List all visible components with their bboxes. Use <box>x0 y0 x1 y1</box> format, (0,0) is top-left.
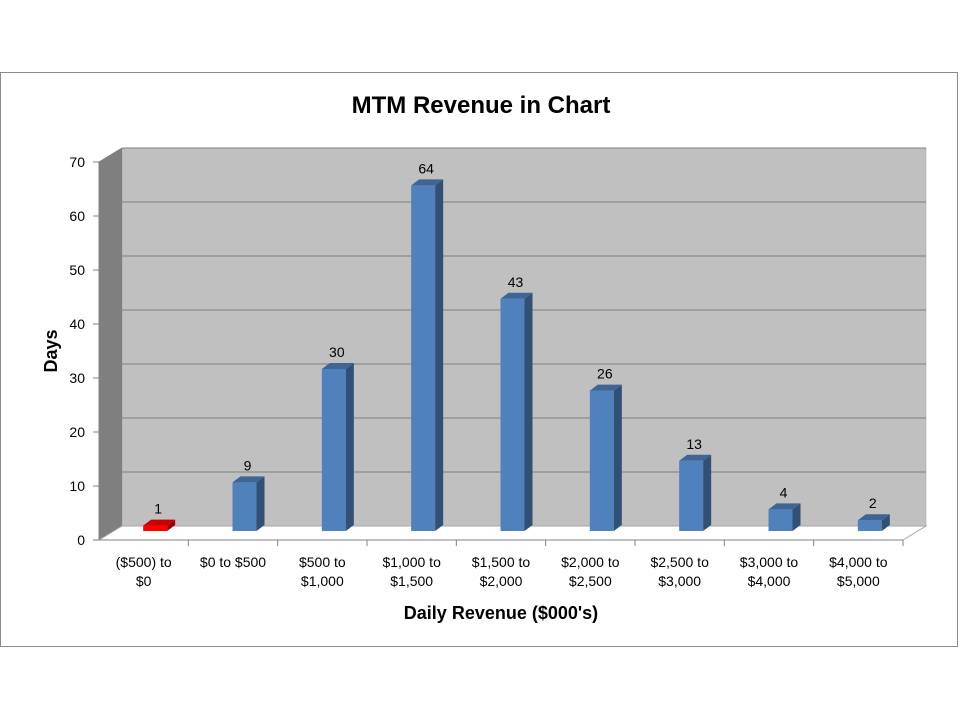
data-label: 26 <box>597 366 613 382</box>
bar-side <box>345 363 354 531</box>
data-label: 30 <box>329 344 345 360</box>
gridline-side <box>98 309 123 325</box>
bar-top <box>232 476 265 483</box>
data-label: 4 <box>780 484 788 500</box>
bar-side <box>435 179 444 531</box>
data-label: 9 <box>244 457 252 473</box>
bar-side <box>703 454 712 531</box>
bar-side <box>881 514 890 531</box>
x-category-label-line: $5,000 <box>837 573 880 589</box>
gridline-side <box>98 201 123 217</box>
bar-chart: MTM Revenue in Chart 0 10 20 30 40 50 60 70 1 ($5… <box>41 92 928 623</box>
x-category-label-line: $1,000 to <box>382 554 441 570</box>
x-category-label: $500 to $1,000 <box>299 554 346 589</box>
bar-front <box>500 298 525 531</box>
x-category-label-line: $0 to $500 <box>200 554 266 570</box>
data-label: 1 <box>154 501 162 517</box>
bar-top <box>768 503 801 510</box>
gridline-side <box>98 417 123 433</box>
bar-top <box>143 519 176 526</box>
chart-frame: MTM Revenue in Chart 0 10 20 30 40 50 60 70 1 ($5… <box>0 72 958 647</box>
data-label: 2 <box>869 495 877 511</box>
y-tick-label: 60 <box>69 208 85 224</box>
x-category-label: $1,000 to $1,500 <box>382 554 441 589</box>
y-tick-label: 30 <box>69 370 85 386</box>
x-axis-title: Daily Revenue ($000's) <box>404 603 598 623</box>
y-tick-label: 0 <box>77 532 85 548</box>
x-category-label-line: $4,000 <box>748 573 791 589</box>
data-label: 13 <box>686 436 702 452</box>
y-tick-label: 20 <box>69 424 85 440</box>
x-category-label-line: $3,000 to <box>740 554 799 570</box>
bar-top <box>589 384 622 391</box>
gridline-side <box>98 363 123 379</box>
x-category-label: $2,500 to $3,000 <box>650 554 709 589</box>
x-category-label-line: ($500) to <box>116 554 172 570</box>
bar-top <box>411 179 444 186</box>
x-category-label: $4,000 to $5,000 <box>829 554 888 589</box>
x-category-label-line: $1,500 <box>390 573 433 589</box>
bar-front <box>768 509 793 531</box>
y-tick-label: 70 <box>69 154 85 170</box>
y-axis-title: Days <box>41 329 61 372</box>
bar-front <box>232 482 257 531</box>
y-tick-label: 40 <box>69 316 85 332</box>
gridline-side <box>98 255 123 271</box>
x-category-label: $2,000 to $2,500 <box>561 554 620 589</box>
bar-side <box>524 292 533 531</box>
chart-title: MTM Revenue in Chart <box>352 92 611 119</box>
x-category-label-line: $2,000 <box>480 573 523 589</box>
gridline-side <box>98 147 123 163</box>
data-label: 64 <box>418 160 434 176</box>
bar-side <box>167 519 176 531</box>
bar-side <box>256 476 265 531</box>
bar-top <box>321 363 354 369</box>
x-category-label-line: $2,000 to <box>561 554 620 570</box>
bar-top <box>500 292 533 299</box>
x-category-label: ($500) to $0 <box>116 554 172 589</box>
x-category-label-line: $0 <box>136 573 152 589</box>
bar-front <box>679 460 704 531</box>
y-tick-label: 10 <box>69 478 85 494</box>
bar-front <box>321 369 346 531</box>
plot-area: 0 10 20 30 40 50 60 70 1 ($500) to $0 9 $0 to $500 30… <box>69 147 928 589</box>
x-category-label-line: $3,000 <box>658 573 701 589</box>
data-label: 43 <box>508 274 524 290</box>
x-category-label: $3,000 to $4,000 <box>740 554 799 589</box>
bar-side <box>613 384 622 531</box>
gridline-side <box>98 471 123 487</box>
bar-top <box>857 514 890 521</box>
x-category-label-line: $2,500 to <box>650 554 709 570</box>
bar-front <box>589 390 614 531</box>
bar-front <box>143 525 168 531</box>
x-category-label-line: $2,500 <box>569 573 612 589</box>
x-category-label: $1,500 to $2,000 <box>472 554 531 589</box>
x-category-label-line: $4,000 to <box>829 554 888 570</box>
bar-side <box>792 503 801 531</box>
bar-top <box>679 454 712 461</box>
y-tick-label: 50 <box>69 262 85 278</box>
x-category-label-line: $1,000 <box>301 573 344 589</box>
x-category-label: $0 to $500 <box>200 554 266 570</box>
x-category-label-line: $1,500 to <box>472 554 531 570</box>
bar-front <box>857 520 882 531</box>
bar-front <box>411 185 436 531</box>
x-category-label-line: $500 to <box>299 554 346 570</box>
plot-side-wall <box>99 148 122 540</box>
